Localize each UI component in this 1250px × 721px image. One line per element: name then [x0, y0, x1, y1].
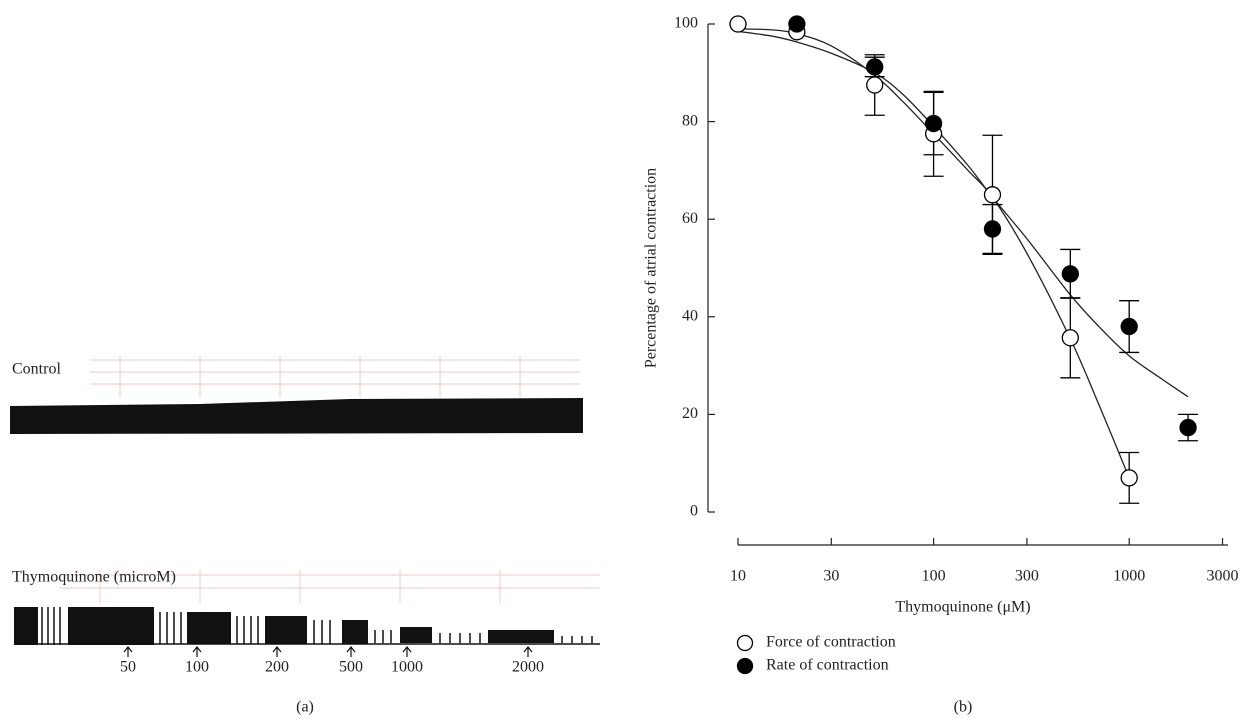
trace-spikes — [14, 607, 600, 645]
arrow — [123, 646, 133, 657]
x-tick-label: 300 — [1015, 568, 1039, 585]
data-point — [983, 220, 1002, 238]
data-point — [1120, 317, 1138, 336]
data-point — [788, 15, 806, 33]
treatment-label: Thymoquinone (microM) — [12, 569, 176, 586]
data-point — [1061, 265, 1079, 283]
data-point — [729, 15, 747, 33]
x-tick-label: 30 — [823, 568, 839, 585]
y-tick-label: 0 — [690, 503, 698, 520]
x-tick-label: 1000 — [1113, 568, 1145, 585]
legend-label: Rate of contraction — [766, 657, 889, 674]
data-point — [1179, 418, 1197, 437]
control-trace — [10, 398, 583, 434]
x-tick-label: 3000 — [1207, 568, 1239, 585]
arrow — [192, 646, 202, 657]
dose-markers: 50 100 200 500 1000 2000 — [120, 646, 544, 676]
x-tick-label: 100 — [922, 568, 946, 585]
dose-label: 100 — [185, 659, 209, 676]
dose-label: 1000 — [391, 659, 423, 676]
dose-label: 500 — [339, 659, 363, 676]
x-axis-label: Thymoquinone (μM) — [895, 599, 1030, 616]
treatment-trace — [14, 607, 554, 645]
chart-paper-grid — [60, 355, 600, 603]
data-point — [866, 58, 884, 76]
data-point — [866, 76, 884, 94]
arrow — [346, 646, 356, 657]
arrow — [402, 646, 412, 657]
arrow — [272, 646, 282, 657]
y-tick-label: 40 — [682, 307, 698, 324]
arrow — [523, 646, 533, 657]
y-tick-label: 60 — [682, 210, 698, 227]
legend-marker — [736, 657, 754, 675]
panel-caption: (a) — [296, 699, 314, 716]
data-point — [1061, 329, 1079, 347]
y-axis-label: Percentage of atrial contraction — [643, 168, 660, 368]
dose-label: 50 — [120, 659, 136, 676]
y-tick-label: 80 — [682, 112, 698, 129]
control-label: Control — [12, 361, 61, 378]
legend-label: Force of contraction — [766, 634, 896, 651]
data-point — [983, 186, 1002, 204]
panel-caption: (b) — [954, 699, 973, 716]
dose-label: 200 — [265, 659, 289, 676]
fit-curve — [737, 30, 1189, 398]
legend-marker — [736, 634, 754, 652]
data-point — [1120, 469, 1138, 487]
dose-label: 2000 — [512, 659, 544, 676]
data-point — [924, 114, 943, 133]
panel-a: Control Thymoquinone (microM) 50 100 200 50… — [10, 355, 600, 716]
y-tick-label: 20 — [682, 405, 698, 422]
y-tick-label: 100 — [674, 15, 698, 32]
x-tick-label: 10 — [730, 568, 746, 585]
